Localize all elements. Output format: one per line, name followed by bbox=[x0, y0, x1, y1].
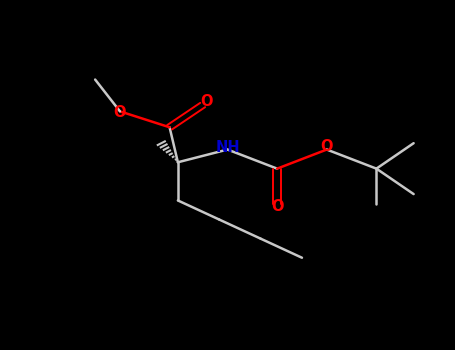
Text: NH: NH bbox=[215, 140, 240, 155]
Text: O: O bbox=[201, 94, 213, 109]
Text: O: O bbox=[114, 105, 126, 120]
Text: O: O bbox=[271, 199, 283, 214]
Text: O: O bbox=[320, 139, 333, 154]
